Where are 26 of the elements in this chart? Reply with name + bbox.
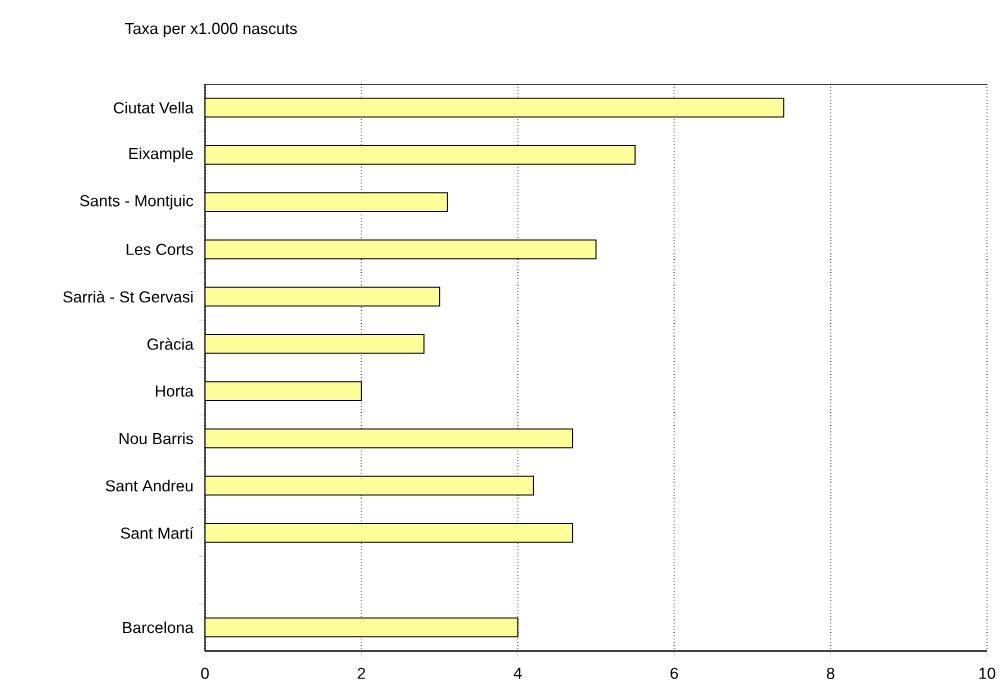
y-tick-label: Nou Barris xyxy=(119,432,194,445)
bar xyxy=(205,522,574,543)
y-tick-label: Sants - Montjuic xyxy=(80,194,194,210)
y-tick-label: Barcelona xyxy=(123,621,194,634)
bar xyxy=(205,381,362,402)
bar xyxy=(205,475,534,496)
bar xyxy=(205,192,448,213)
y-tick-label: Sant Martí xyxy=(120,526,194,539)
x-tick-label: 4 xyxy=(513,667,522,679)
x-tick-label: 0 xyxy=(201,667,209,679)
y-tick-label: Ciutat Vella xyxy=(113,101,194,114)
y-tick-label: Sarrià - St Gervasi xyxy=(63,290,193,303)
y-tick-label: Sant Andreu xyxy=(105,479,193,492)
y-tick-label: Gràcia xyxy=(147,337,194,350)
bar xyxy=(205,428,574,449)
x-tick-label: 10 xyxy=(979,667,996,679)
chart-title: Taxa per x1.000 nascuts xyxy=(125,22,297,38)
x-tick-label: 8 xyxy=(826,667,835,679)
x-tick-label: 2 xyxy=(357,667,366,679)
bar xyxy=(205,333,425,354)
y-tick-label: Les Corts xyxy=(126,243,194,256)
y-tick-label: Eixample xyxy=(129,147,193,163)
bar xyxy=(205,144,636,165)
bar xyxy=(205,97,785,118)
y-tick-label: Horta xyxy=(155,385,194,397)
x-tick-label: 6 xyxy=(670,667,678,679)
